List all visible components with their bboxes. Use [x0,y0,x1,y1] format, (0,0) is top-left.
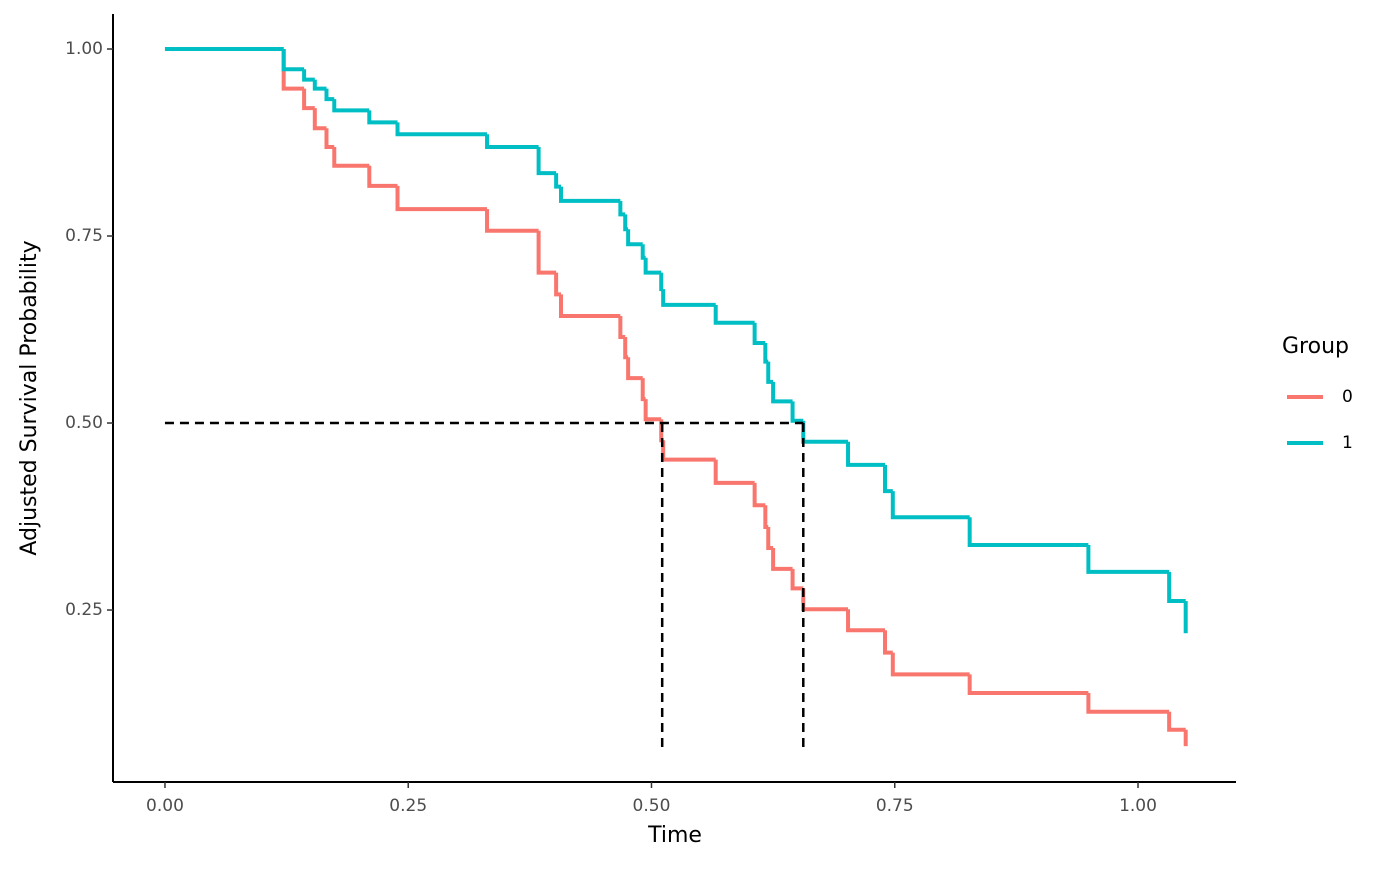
survival-step [302,88,315,111]
survival-step [967,517,1089,547]
plot-area [164,47,1188,748]
survival-step [883,630,893,655]
survival-step [395,185,488,212]
survival-step [1167,711,1186,732]
survival-step [752,322,766,345]
survival-step [485,209,539,233]
survival-step [623,336,629,360]
survival-step [659,272,664,292]
survival-step [558,294,621,319]
x-tick-label: 0.25 [389,796,427,816]
survival-step [790,401,804,423]
survival-step [536,146,557,176]
survival-step [766,526,774,550]
survival-step [846,609,886,633]
survival-step [281,49,305,72]
survival-step [713,459,755,485]
survival-step [558,186,621,203]
survival-step [1086,544,1170,574]
y-tick-label: 0.25 [65,600,103,620]
x-axis-title: Time [647,823,702,848]
y-tick-label: 0.75 [65,226,103,246]
y-tick-label: 0.50 [65,413,103,433]
survival-step [312,108,327,131]
survival-step [302,69,315,82]
survival-step [626,357,643,381]
survival-step [367,110,398,125]
survival-step [643,257,662,275]
survival-step [312,79,327,91]
x-tick-label: 1.00 [1119,796,1157,816]
survival-step [395,122,488,137]
survival-step [883,464,893,494]
survival-step [367,165,398,188]
survival-step [763,505,769,529]
survival-step [643,399,662,422]
survival-step [890,491,970,520]
survival-step [332,99,370,113]
survival-step [752,482,766,508]
survival-step [967,674,1089,696]
x-tick-label: 0.50 [633,796,671,816]
survival-step [485,134,539,149]
survival-step [536,230,557,275]
y-axis-title: Adjusted Survival Probability [17,240,42,555]
survival-step [324,128,335,149]
survival-step [763,342,769,364]
legend-title: Group [1282,334,1349,359]
survival-step [713,304,755,325]
survival-step [790,568,804,591]
legend: 01 [1287,387,1353,453]
survival-step [332,146,370,168]
survival-step [324,88,335,102]
survival-step [618,316,626,339]
survival-step [771,547,793,571]
survival-step [1086,693,1170,714]
x-tick-label: 0.00 [146,796,184,816]
y-tick-label: 1.00 [65,39,103,59]
survival-step [640,244,646,260]
survival-step [626,229,643,247]
survival-step [623,214,629,232]
legend-label: 0 [1342,387,1353,407]
legend-label: 1 [1342,433,1353,453]
survival-step [661,289,716,307]
survival-step [890,652,970,677]
survival-step [1167,571,1186,604]
survival-step [846,441,886,467]
survival-step [771,381,793,404]
x-tick-label: 0.75 [876,796,914,816]
